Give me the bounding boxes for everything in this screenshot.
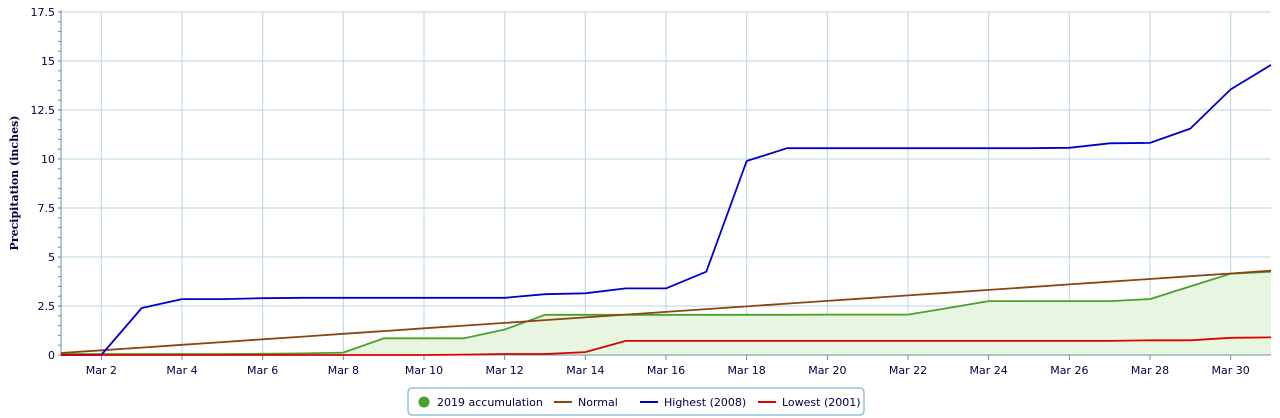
y-tick-label: 7.5 [38, 202, 56, 215]
x-tick-label: Mar 6 [247, 364, 278, 377]
x-tick-label: Mar 24 [970, 364, 1008, 377]
x-tick-label: Mar 28 [1131, 364, 1169, 377]
y-tick-label: 12.5 [31, 104, 56, 117]
legend-items: 2019 accumulation Normal Highest (2008) Low… [418, 396, 861, 409]
legend-label: 2019 accumulation [437, 396, 543, 409]
legend[interactable]: 2019 accumulation Normal Highest (2008) Low… [407, 387, 865, 416]
x-tick-label: Mar 22 [889, 364, 927, 377]
y-tick-label: 5 [48, 251, 55, 264]
x-tick-label: Mar 12 [486, 364, 524, 377]
y-tick-label: 17.5 [31, 6, 56, 19]
x-tick-label: Mar 30 [1212, 364, 1250, 377]
y-tick-label: 0 [48, 349, 55, 362]
x-tick-label: Mar 26 [1050, 364, 1088, 377]
x-tick-label: Mar 14 [566, 364, 604, 377]
x-tick-label: Mar 10 [405, 364, 443, 377]
legend-label: Highest (2008) [664, 396, 746, 409]
label-layer: 0 2.5 5 7.5 10 12.5 15 17.5 Mar 2 Mar 4 Mar 6 Mar 8… [31, 6, 1250, 377]
y-tick-label: 10 [41, 153, 55, 166]
x-tick-label: Mar 20 [808, 364, 846, 377]
y-axis-title: Precipitation (inches) [8, 116, 21, 251]
series-line [60, 269, 1272, 354]
y-tick-label: 2.5 [38, 300, 56, 313]
legend-marker [418, 396, 430, 408]
series-line [61, 336, 1272, 356]
y-tick-label: 15 [41, 55, 55, 68]
series-layer [60, 64, 1272, 356]
x-tick-label: Mar 4 [166, 364, 197, 377]
series-area [61, 271, 1271, 355]
x-tick-label: Mar 8 [328, 364, 359, 377]
legend-label: Normal [578, 396, 618, 409]
x-tick-label: Mar 18 [728, 364, 766, 377]
legend-box [407, 387, 865, 416]
x-tick-label: Mar 16 [647, 364, 685, 377]
legend-label: Lowest (2001) [782, 396, 861, 409]
series-line [61, 64, 1272, 356]
series-line [61, 270, 1272, 355]
area-layer [61, 271, 1271, 355]
x-tick-label: Mar 2 [86, 364, 117, 377]
